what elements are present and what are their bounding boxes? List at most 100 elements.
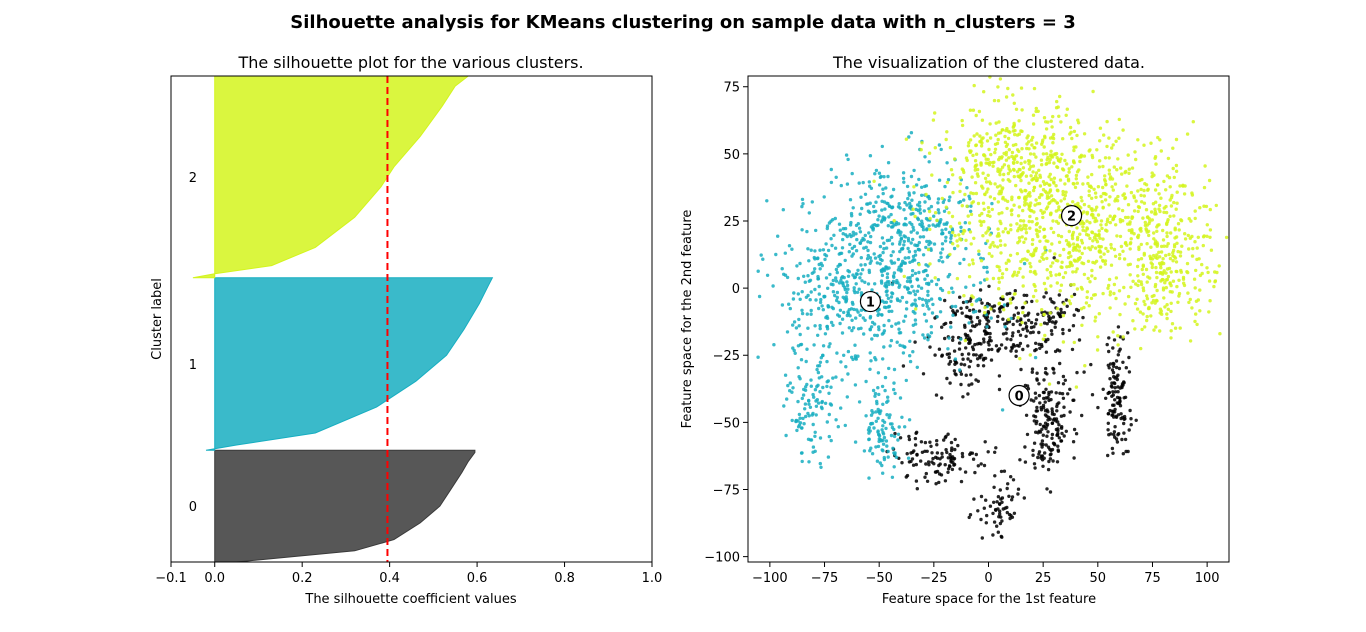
data-point: [1032, 185, 1037, 189]
data-point: [1065, 162, 1069, 166]
data-point: [1118, 396, 1122, 401]
data-point: [1140, 267, 1145, 272]
data-point: [835, 270, 839, 275]
data-point: [956, 443, 960, 448]
data-point: [952, 457, 956, 461]
data-point: [872, 426, 876, 430]
data-point: [940, 396, 944, 400]
data-point: [1026, 192, 1031, 196]
data-point: [965, 204, 969, 208]
data-point: [984, 241, 988, 246]
data-point: [1011, 167, 1016, 172]
data-point: [1208, 207, 1213, 212]
data-point: [924, 268, 928, 273]
data-point: [993, 182, 997, 186]
data-point: [1040, 163, 1044, 167]
data-point: [941, 260, 945, 264]
data-point: [952, 246, 957, 251]
data-point: [1108, 306, 1112, 310]
data-point: [1139, 257, 1144, 261]
data-point: [984, 180, 989, 184]
data-point: [945, 180, 950, 185]
data-point: [992, 98, 997, 103]
data-point: [913, 318, 918, 322]
data-point: [840, 317, 845, 321]
data-point: [1152, 231, 1156, 235]
data-point: [1126, 263, 1131, 267]
data-point: [1165, 312, 1169, 316]
data-point: [837, 252, 841, 256]
data-point: [1037, 195, 1042, 200]
data-point: [1022, 240, 1026, 244]
data-point: [1031, 170, 1035, 174]
data-point: [977, 309, 982, 313]
data-point: [1084, 232, 1089, 237]
data-point: [833, 216, 837, 221]
data-point: [982, 340, 986, 344]
data-point: [1137, 205, 1142, 210]
data-point: [914, 479, 919, 483]
data-point: [1215, 270, 1219, 275]
data-point: [1007, 494, 1011, 498]
data-point: [939, 147, 943, 152]
data-point: [953, 357, 958, 361]
data-point: [927, 463, 931, 467]
data-point: [979, 259, 984, 263]
data-point: [756, 269, 760, 273]
data-point: [1020, 108, 1024, 112]
data-point: [1052, 256, 1056, 260]
data-point: [1038, 422, 1042, 427]
data-point: [1074, 145, 1078, 149]
data-point: [939, 251, 943, 255]
data-point: [982, 506, 986, 510]
data-point: [915, 278, 920, 282]
data-point: [915, 430, 919, 434]
data-point: [783, 373, 788, 377]
data-point: [797, 324, 801, 328]
data-point: [1162, 179, 1166, 184]
data-point: [1043, 333, 1047, 338]
data-point: [1072, 398, 1076, 402]
data-point: [1013, 292, 1017, 296]
data-point: [1168, 185, 1172, 189]
data-point: [855, 272, 859, 276]
data-point: [1159, 196, 1163, 200]
data-point: [1165, 234, 1169, 239]
silhouette-fills: [192, 75, 494, 563]
data-point: [814, 404, 819, 408]
data-point: [1093, 261, 1097, 265]
data-point: [1010, 208, 1014, 212]
data-point: [1115, 168, 1119, 172]
data-point: [1044, 339, 1048, 344]
data-point: [1048, 201, 1052, 205]
data-point: [806, 247, 810, 251]
data-point: [923, 475, 927, 479]
data-point: [949, 448, 954, 453]
data-point: [1088, 280, 1092, 284]
x-tick-label: −25: [920, 571, 947, 586]
data-point: [1008, 179, 1012, 183]
data-point: [889, 253, 893, 258]
data-point: [1118, 347, 1122, 351]
data-point: [1116, 353, 1121, 357]
data-point: [895, 340, 899, 344]
data-point: [1149, 245, 1153, 249]
data-point: [1032, 399, 1036, 403]
data-point: [806, 274, 810, 278]
data-point: [893, 431, 897, 436]
data-point: [1145, 280, 1149, 284]
data-point: [877, 392, 881, 397]
data-point: [959, 306, 963, 310]
data-point: [1165, 303, 1169, 307]
data-point: [844, 365, 848, 369]
data-point: [908, 359, 913, 364]
data-point: [1111, 403, 1115, 407]
data-point: [859, 256, 863, 260]
data-point: [1080, 413, 1084, 418]
data-point: [880, 428, 884, 432]
data-point: [894, 455, 899, 459]
data-point: [902, 319, 906, 323]
data-point: [1045, 194, 1050, 198]
data-point: [927, 239, 931, 244]
data-point: [1083, 364, 1087, 368]
